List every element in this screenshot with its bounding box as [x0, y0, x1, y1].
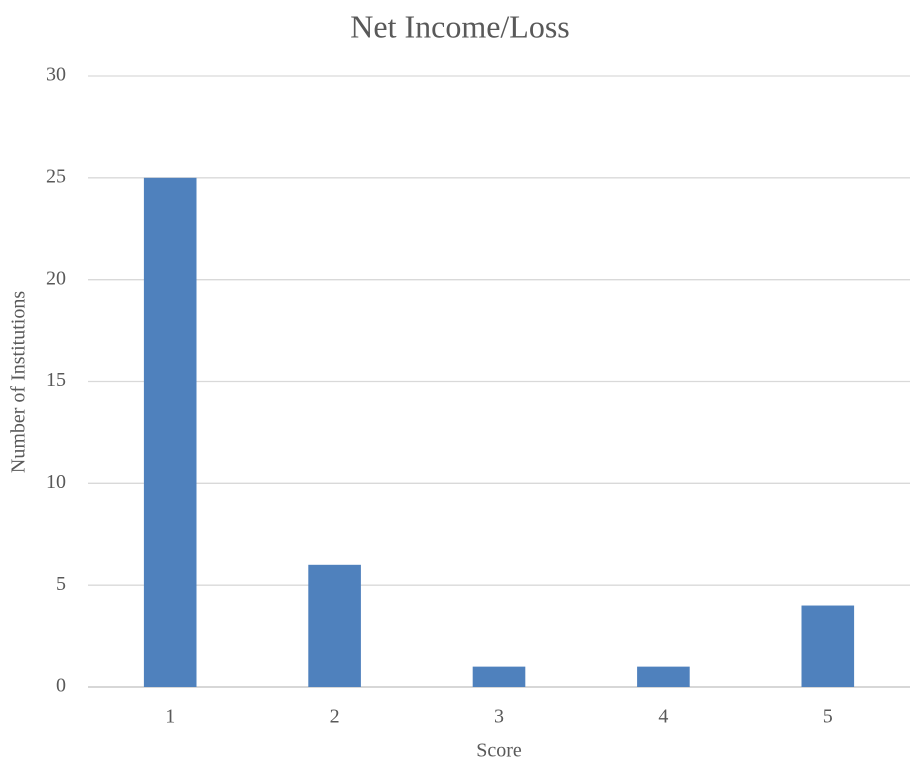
y-tick-label: 0: [56, 675, 66, 697]
x-tick-label: 4: [658, 706, 668, 728]
x-tick-label: 2: [330, 706, 340, 728]
bar: [143, 177, 197, 688]
y-tick-label: 20: [46, 267, 66, 289]
y-tick-label: 30: [46, 64, 66, 86]
y-tick-label: 15: [46, 369, 66, 391]
bar: [472, 666, 526, 687]
bar: [637, 666, 690, 687]
chart-title: Net Income/Loss: [350, 8, 570, 44]
x-axis-title: Score: [476, 740, 522, 762]
y-tick-label: 10: [46, 471, 66, 493]
y-tick-label: 25: [46, 165, 66, 187]
x-tick-label: 1: [165, 706, 175, 728]
x-tick-label: 5: [823, 706, 833, 728]
x-tick-label: 3: [494, 706, 504, 728]
y-axis-title: Number of Institutions: [8, 291, 30, 473]
y-tick-label: 5: [56, 573, 66, 595]
bar: [801, 605, 855, 687]
bar: [308, 564, 361, 687]
